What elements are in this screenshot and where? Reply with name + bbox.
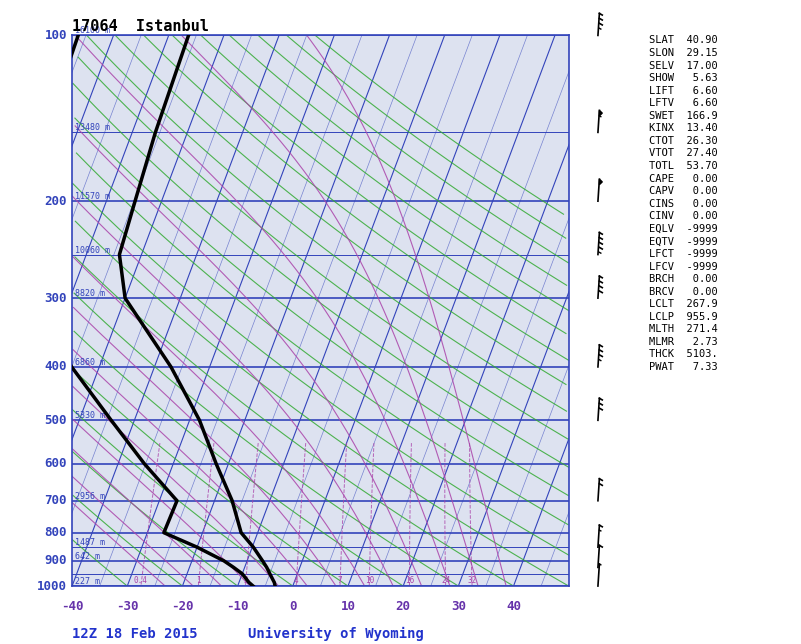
Text: 17064  Istanbul: 17064 Istanbul	[72, 19, 209, 34]
Text: 13480 m: 13480 m	[74, 124, 110, 133]
Text: 24: 24	[441, 576, 450, 585]
Text: 1: 1	[196, 576, 200, 585]
Text: 900: 900	[45, 554, 67, 567]
Text: -30: -30	[116, 600, 139, 613]
Text: 8820 m: 8820 m	[74, 289, 105, 298]
Text: 1487 m: 1487 m	[74, 538, 105, 547]
Text: -40: -40	[61, 600, 83, 613]
Text: 0.4: 0.4	[134, 576, 148, 585]
Text: 0: 0	[289, 600, 296, 613]
Text: 40: 40	[506, 600, 521, 613]
Text: 30: 30	[451, 600, 466, 613]
Text: 1000: 1000	[37, 580, 67, 592]
Polygon shape	[599, 179, 602, 185]
Text: 4: 4	[294, 576, 299, 585]
Text: 400: 400	[45, 361, 67, 374]
Text: -10: -10	[227, 600, 249, 613]
Text: 6860 m: 6860 m	[74, 358, 105, 367]
Text: 16: 16	[405, 576, 414, 585]
Text: -20: -20	[171, 600, 194, 613]
Text: 20: 20	[396, 600, 411, 613]
Text: 500: 500	[45, 414, 67, 427]
Text: University of Wyoming: University of Wyoming	[248, 627, 425, 641]
Text: 800: 800	[45, 526, 67, 539]
Text: 32: 32	[468, 576, 477, 585]
Text: 12Z 18 Feb 2015: 12Z 18 Feb 2015	[72, 627, 198, 641]
Text: 11570 m: 11570 m	[74, 192, 110, 201]
Text: 200: 200	[45, 194, 67, 207]
Text: 227 m: 227 m	[74, 577, 100, 586]
Text: SLAT  40.90
SLON  29.15
SELV  17.00
SHOW   5.63
LIFT   6.60
LFTV   6.60
SWET  16: SLAT 40.90 SLON 29.15 SELV 17.00 SHOW 5.…	[649, 35, 718, 372]
Text: 10: 10	[340, 600, 356, 613]
Text: 10: 10	[364, 576, 374, 585]
Text: 2: 2	[244, 576, 248, 585]
Text: 700: 700	[45, 494, 67, 507]
Text: 100: 100	[45, 29, 67, 42]
Text: 10060 m: 10060 m	[74, 245, 110, 254]
Text: 16100 m: 16100 m	[74, 26, 110, 35]
Text: 5330 m: 5330 m	[74, 412, 105, 421]
Text: 2956 m: 2956 m	[74, 492, 105, 501]
Text: 600: 600	[45, 457, 67, 470]
Text: 300: 300	[45, 292, 67, 305]
Text: 7: 7	[338, 576, 342, 585]
Text: 642 m: 642 m	[74, 552, 100, 561]
Polygon shape	[599, 110, 602, 116]
